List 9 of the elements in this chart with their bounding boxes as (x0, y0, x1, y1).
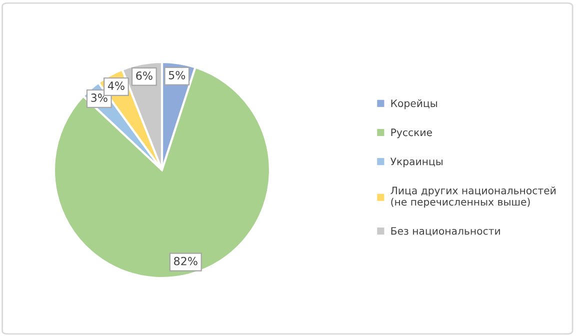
legend-label: Без национальности (391, 227, 500, 236)
legend-label: Лица других национальностей (не перечисленных выше) (390, 186, 556, 208)
data-label: 4% (108, 82, 124, 90)
data-label: 6% (136, 71, 152, 80)
legend-label: Украинцы (390, 158, 442, 168)
data-label: 5% (168, 70, 186, 80)
data-label: 82% (174, 256, 198, 266)
legend-label: Корейцы (391, 99, 437, 110)
legend-label: Русские (391, 128, 432, 138)
